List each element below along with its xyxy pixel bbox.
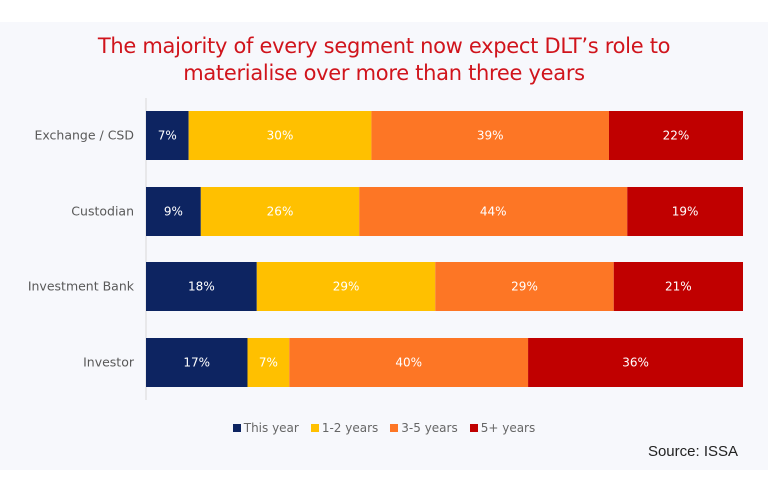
data-label: 39% (477, 129, 504, 143)
data-label: 30% (267, 129, 294, 143)
bar-segment (146, 338, 248, 387)
legend-swatch (310, 424, 319, 432)
data-label: 17% (183, 356, 210, 370)
legend-label: This year (243, 421, 299, 435)
data-label: 18% (188, 280, 215, 294)
chart-title-line-1: The majority of every segment now expect… (97, 34, 671, 58)
category-label: Investor (83, 355, 135, 370)
legend-swatch (390, 424, 399, 432)
bar-segment (188, 111, 372, 160)
bar-segment (289, 338, 529, 387)
data-label: 9% (164, 205, 183, 219)
data-label: 22% (663, 129, 690, 143)
chart-title-line-2: materialise over more than three years (183, 61, 585, 85)
bar-segment (613, 262, 743, 311)
category-label: Exchange / CSD (34, 128, 134, 143)
data-label: 44% (480, 205, 507, 219)
bar-segment (627, 187, 743, 236)
data-label: 19% (672, 205, 699, 219)
data-label: 29% (511, 280, 538, 294)
data-label: 7% (259, 356, 278, 370)
bar-segment (528, 338, 743, 387)
chart-panel (0, 22, 768, 470)
legend-item: 1-2 years (310, 421, 379, 435)
bar-segment (256, 262, 436, 311)
bar-segment (359, 187, 628, 236)
bar-segment (200, 187, 360, 236)
category-label: Custodian (71, 204, 134, 219)
bar-segment (146, 262, 257, 311)
bar-segment (146, 111, 189, 160)
data-label: 40% (395, 356, 422, 370)
bar-segment (371, 111, 609, 160)
legend-item: 3-5 years (390, 421, 458, 435)
legend: This year 1-2 years 3-5 years 5+ years (0, 421, 768, 435)
category-label: Investment Bank (28, 279, 135, 294)
source-note: Source: ISSA (647, 443, 738, 460)
bar-segment (247, 338, 290, 387)
legend-item: 5+ years (469, 421, 536, 435)
legend-label: 3-5 years (401, 421, 458, 435)
legend-label: 1-2 years (321, 421, 379, 435)
legend-label: 5+ years (480, 421, 536, 435)
data-label: 7% (158, 129, 177, 143)
chart-title: The majority of every segment now expect… (0, 33, 768, 87)
data-label: 21% (665, 280, 692, 294)
legend-swatch (469, 424, 478, 432)
data-label: 26% (267, 205, 294, 219)
data-label: 36% (622, 356, 649, 370)
bar-segment (608, 111, 743, 160)
legend-item: This year (232, 421, 299, 435)
bar-segment (146, 187, 201, 236)
legend-swatch (232, 424, 241, 432)
data-label: 29% (333, 280, 360, 294)
bar-segment (435, 262, 614, 311)
